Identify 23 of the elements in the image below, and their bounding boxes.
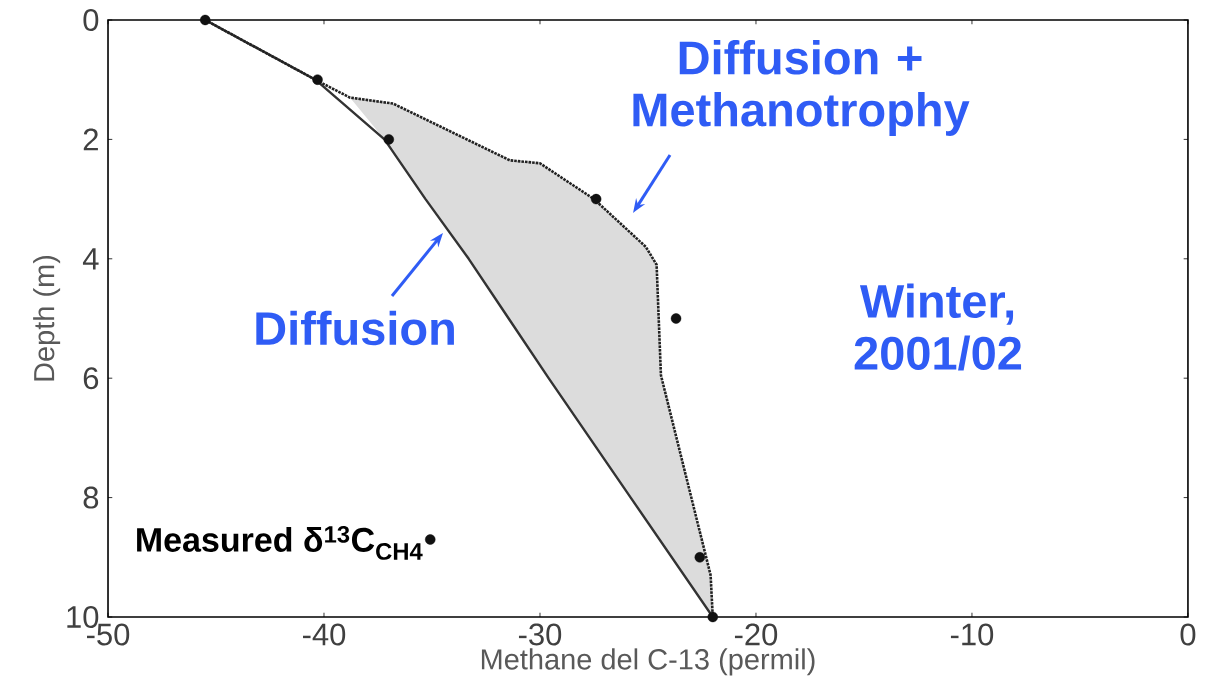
- point: [670, 313, 682, 324]
- y-tick-label: 0: [83, 9, 99, 31]
- point: [694, 552, 706, 563]
- annotation: Diffusion: [256, 310, 454, 346]
- x-axis-title: Methane del C-13 (permil): [481, 648, 815, 676]
- annotation: Diffusion + Methanotrophy: [633, 40, 970, 136]
- x-tick-label: -10: [950, 623, 994, 646]
- point: [200, 14, 211, 26]
- annotation: Winter, 2001/02: [854, 283, 1022, 371]
- y-tick-label: 2: [83, 128, 98, 151]
- point: [707, 611, 718, 623]
- point: [383, 134, 394, 145]
- x-tick-label: -40: [302, 623, 346, 646]
- x-tick-label: 0: [1180, 623, 1196, 646]
- x-tick-label: -30: [518, 623, 562, 646]
- y-tick-label: 8: [83, 486, 99, 509]
- legend-label: Measured δ$^{13}$C$_{CH4}$: [137, 525, 423, 560]
- x-tick-label: -20: [734, 623, 778, 646]
- y-axis-title: Depth (m): [33, 255, 61, 381]
- point: [312, 74, 323, 85]
- y-tick-label: 4: [82, 248, 99, 270]
- y-tick-label: 6: [83, 367, 99, 390]
- point: [590, 193, 602, 205]
